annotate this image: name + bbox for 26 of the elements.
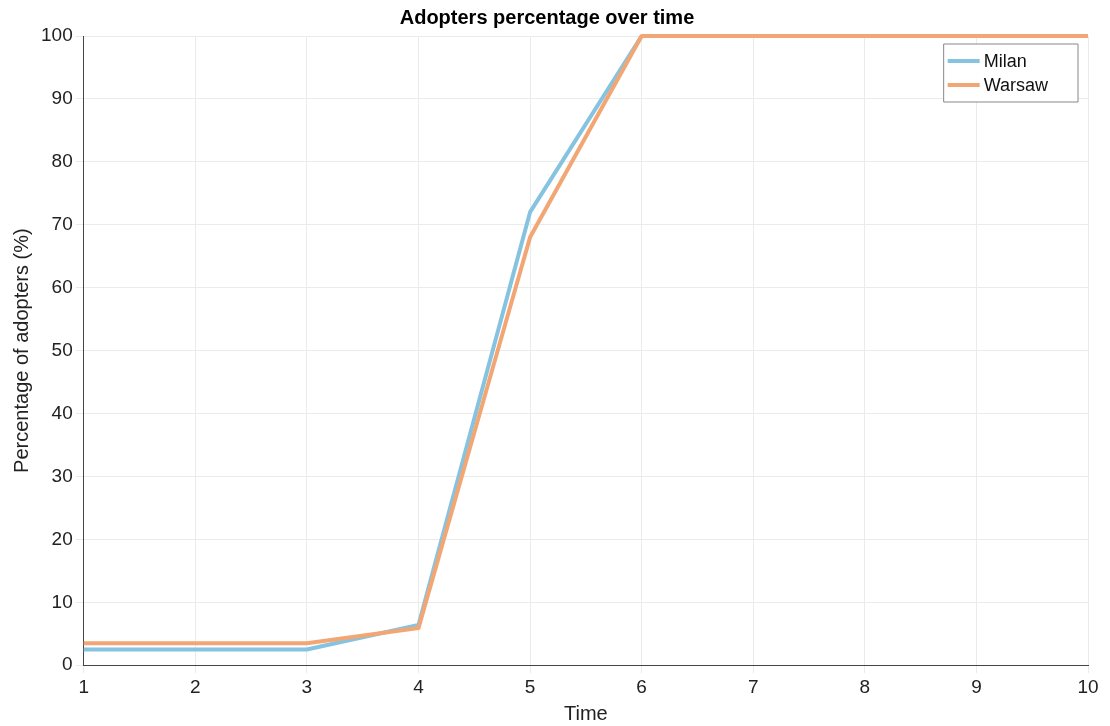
y-tick-label: 100 bbox=[41, 24, 73, 46]
y-tick-label: 0 bbox=[62, 653, 73, 675]
y-tick-label: 70 bbox=[51, 212, 73, 234]
y-tick-label: 90 bbox=[51, 87, 73, 109]
y-tick-label: 10 bbox=[51, 590, 73, 612]
legend-label: Milan bbox=[983, 50, 1027, 71]
x-tick-label: 4 bbox=[413, 675, 425, 697]
legend-label: Warsaw bbox=[983, 74, 1049, 95]
y-tick-label: 20 bbox=[51, 527, 73, 549]
x-tick-label: 2 bbox=[190, 675, 201, 697]
x-tick-label: 9 bbox=[971, 675, 982, 697]
x-tick-label: 6 bbox=[636, 675, 647, 697]
x-tick-label: 7 bbox=[747, 675, 759, 697]
y-tick-label: 80 bbox=[51, 150, 73, 172]
chart-title: Adopters percentage over time bbox=[399, 5, 695, 28]
y-axis-title: Percentage of adopters (%) bbox=[9, 228, 32, 473]
x-tick-label: 10 bbox=[1077, 675, 1099, 697]
y-tick-label: 30 bbox=[51, 464, 73, 486]
x-tick-label: 1 bbox=[78, 675, 89, 697]
x-tick-label: 5 bbox=[524, 675, 536, 697]
y-tick-label: 60 bbox=[51, 275, 73, 297]
x-tick-label: 8 bbox=[859, 675, 871, 697]
y-tick-label: 40 bbox=[51, 401, 73, 423]
x-axis-title: Time bbox=[564, 701, 608, 724]
y-tick-label: 50 bbox=[51, 338, 73, 360]
x-tick-label: 3 bbox=[301, 675, 313, 697]
